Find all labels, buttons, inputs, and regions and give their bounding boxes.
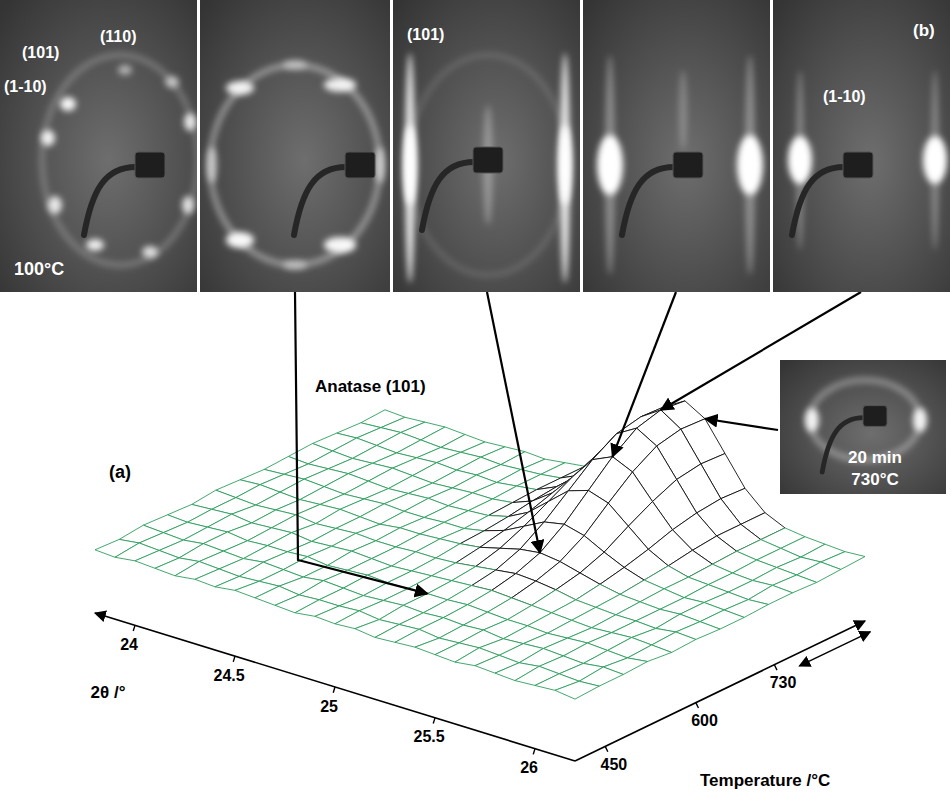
y-tick-label: 450 — [601, 756, 628, 773]
diffraction-ring — [408, 55, 568, 275]
y-tick — [774, 665, 777, 670]
diffraction-spot — [184, 113, 196, 131]
x-axis-line — [95, 613, 575, 761]
diffraction-pattern — [200, 0, 390, 292]
diffraction-spot — [283, 60, 307, 70]
pattern-label: (1-10) — [823, 88, 866, 105]
diffraction-pattern: (101) — [393, 0, 580, 292]
pattern-background — [0, 0, 197, 292]
diffraction-spot — [679, 70, 687, 150]
diffraction-spot — [60, 97, 76, 111]
diffraction-spot — [597, 135, 623, 195]
beam-stop-holder — [84, 167, 136, 235]
mesh-cell — [555, 681, 599, 699]
beam-stop — [345, 152, 375, 178]
diffraction-spot — [805, 408, 819, 432]
pattern-label: (1-10) — [4, 78, 47, 95]
x-tick — [133, 625, 135, 631]
pattern-background — [780, 360, 946, 494]
inset-label: 20 min — [848, 448, 902, 467]
pointer-arrow — [705, 419, 778, 430]
inset-label: 730°C — [851, 470, 898, 489]
panel-label: (b) — [913, 21, 935, 40]
diffraction-spot — [737, 135, 763, 195]
pattern-label: 100°C — [14, 259, 64, 279]
hold-range-arrow — [799, 632, 870, 666]
x-tick-label: 25 — [320, 698, 338, 715]
pattern-label: (110) — [100, 28, 136, 45]
diffraction-spot — [165, 76, 179, 88]
diffraction-pattern: (1-10) (b) — [773, 0, 950, 292]
diffraction-spot — [324, 237, 356, 253]
diffraction-spot — [403, 125, 417, 205]
y-axis-line — [575, 621, 865, 761]
x-tick-label: 25.5 — [414, 728, 445, 745]
x-tick — [333, 687, 335, 693]
pattern-image — [583, 0, 770, 292]
diffraction-spot — [48, 196, 62, 214]
diffraction-spot — [226, 81, 254, 95]
beam-stop — [135, 152, 165, 178]
beam-stop-holder — [422, 162, 474, 230]
y-axis-title: Temperature /°C — [700, 771, 830, 790]
pattern-background — [773, 0, 950, 292]
pattern-image — [773, 0, 950, 292]
pointer-arrow — [613, 292, 677, 457]
y-tick — [605, 746, 608, 751]
axes: 24 24.5 25 25.5 26 2θ /° 450 600 730 Temperature … — [91, 613, 871, 790]
diffraction-spot — [283, 260, 307, 270]
beam-stop-holder — [792, 167, 844, 235]
beam-stop — [473, 147, 503, 173]
diffraction-spot — [182, 196, 194, 214]
pattern-background — [200, 0, 390, 292]
x-tick-label: 24.5 — [214, 667, 245, 684]
diffraction-ring — [42, 55, 197, 265]
pattern-image — [0, 0, 197, 292]
diffraction-spot — [923, 136, 947, 184]
diffraction-pattern: 20 min 730°C — [780, 360, 946, 494]
figure: 24 24.5 25 25.5 26 2θ /° 450 600 730 Temperature … — [0, 0, 950, 797]
x-tick-label: 26 — [520, 759, 538, 776]
x-axis-title: 2θ /° — [91, 683, 126, 702]
pattern-background — [393, 0, 580, 292]
diffraction-spot — [913, 408, 927, 432]
beam-stop-holder — [294, 167, 346, 235]
x-tick — [533, 749, 535, 755]
beam-stop — [673, 152, 703, 178]
y-tick-label: 730 — [770, 674, 797, 691]
x-tick — [433, 718, 435, 724]
beam-stop-holder — [622, 167, 674, 235]
pattern-label: (101) — [22, 44, 59, 61]
diffraction-spot — [207, 147, 217, 183]
diffraction-pattern: (110) (101) (1-10) 100°C — [0, 0, 198, 292]
y-tick-label: 600 — [691, 712, 718, 729]
pattern-image — [393, 0, 580, 292]
diffraction-spot — [86, 239, 104, 251]
diffraction-spot — [375, 147, 385, 183]
diffraction-pattern — [583, 0, 770, 292]
peak-annotation: Anatase (101) — [315, 377, 426, 396]
beam-stop — [843, 152, 873, 178]
x-tick-label: 24 — [120, 636, 138, 653]
diffraction-ring — [210, 65, 380, 265]
diffraction-spot — [558, 125, 572, 205]
diffraction-spot — [788, 136, 812, 184]
y-tick — [696, 703, 699, 708]
pattern-background — [583, 0, 770, 292]
diffraction-spot — [142, 246, 158, 258]
diffraction-spot — [324, 78, 356, 92]
pointer-arrows — [295, 292, 861, 594]
x-tick — [233, 656, 235, 662]
pattern-image — [780, 360, 946, 494]
diffraction-spot — [226, 232, 254, 248]
diffraction-spot — [41, 130, 55, 146]
pointer-arrow — [487, 292, 540, 553]
pattern-label: (101) — [407, 26, 444, 43]
panel-label: (a) — [109, 462, 131, 482]
diffraction-spot — [118, 65, 132, 75]
wireframe-surface — [95, 401, 865, 699]
pattern-image — [200, 0, 390, 292]
beam-stop — [863, 406, 887, 427]
pointer-arrow — [295, 292, 428, 594]
